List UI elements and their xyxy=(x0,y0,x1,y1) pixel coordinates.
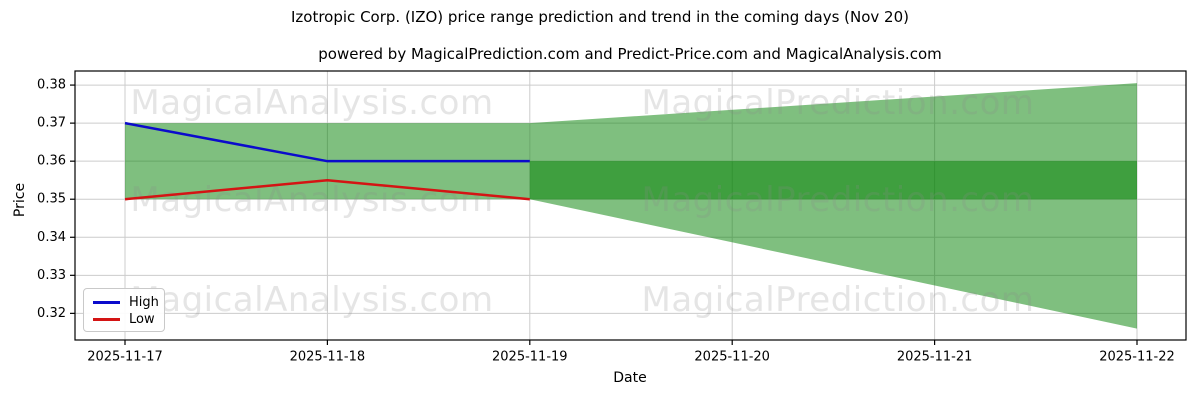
x-axis-title: Date xyxy=(613,370,647,386)
legend: High Low xyxy=(83,288,165,332)
watermark-text: MagicalAnalysis.com xyxy=(130,83,493,123)
y-tick-label: 0.35 xyxy=(37,192,66,207)
y-axis-title: Price xyxy=(12,182,28,218)
y-tick-label: 0.34 xyxy=(37,230,66,245)
x-tick-label: 2025-11-19 xyxy=(492,350,568,365)
chart-subtitle: powered by MagicalPrediction.com and Pre… xyxy=(318,45,942,63)
series-line-high xyxy=(124,121,530,163)
y-tick-label: 0.32 xyxy=(37,306,66,321)
chart-title: Izotropic Corp. (IZO) price range predic… xyxy=(290,8,910,26)
watermark-text: MagicalPrediction.com xyxy=(642,180,1035,220)
plot-border xyxy=(74,70,1187,341)
series-line-low xyxy=(124,178,530,201)
x-tick-label: 2025-11-18 xyxy=(290,350,366,365)
y-tick-label: 0.36 xyxy=(37,154,66,169)
x-tick-label: 2025-11-17 xyxy=(87,350,163,365)
legend-item-low: Low xyxy=(93,311,164,328)
watermark-text: MagicalAnalysis.com xyxy=(130,280,493,320)
band-prediction-fan xyxy=(529,83,1137,329)
y-tick-label: 0.38 xyxy=(37,78,66,93)
watermark-text: MagicalPrediction.com xyxy=(642,83,1035,123)
legend-high-line-swatch xyxy=(93,301,120,304)
x-tick-label: 2025-11-20 xyxy=(694,350,770,365)
band-prediction-overlap-band xyxy=(529,161,1137,200)
watermark-text: MagicalAnalysis.com xyxy=(130,180,493,220)
watermark-text: MagicalPrediction.com xyxy=(642,280,1035,320)
x-tick-label: 2025-11-22 xyxy=(1099,350,1175,365)
legend-low-line-swatch xyxy=(93,318,120,321)
legend-item-high: High xyxy=(93,294,164,311)
legend-low-label: Low xyxy=(129,312,155,327)
legend-high-label: High xyxy=(129,295,159,310)
y-tick-label: 0.33 xyxy=(37,268,66,283)
y-tick-label: 0.37 xyxy=(37,116,66,131)
x-tick-label: 2025-11-21 xyxy=(897,350,973,365)
